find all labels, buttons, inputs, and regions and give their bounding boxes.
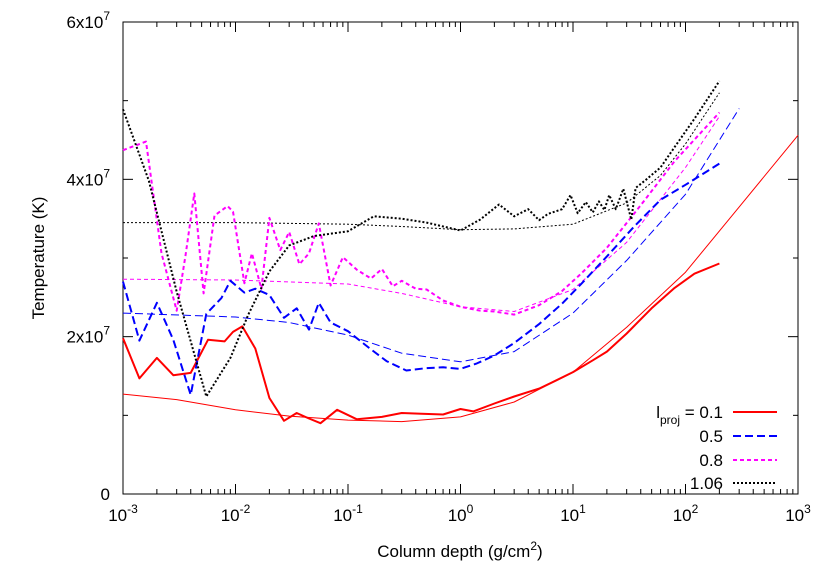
series-line-1.06 xyxy=(122,80,721,398)
x-tick-label: 103 xyxy=(785,502,811,525)
tick-labels: 10-3 10-2 10-1 100 101 102 103 0 2x107 4x107 6x107 xyxy=(66,9,811,525)
y-tick-label: 2x107 xyxy=(66,324,110,347)
x-tick-label: 10-1 xyxy=(333,502,363,525)
y-tick-label: 6x107 xyxy=(66,9,110,32)
series-line-0.5-fit xyxy=(122,108,740,363)
y-axis-label: Temperature (K) xyxy=(29,197,48,320)
series-line-0.1 xyxy=(122,262,720,425)
series-line-0.1-fit xyxy=(122,134,799,423)
series-line-0.5 xyxy=(122,162,720,396)
x-axis-label: Column depth (g/cm2) xyxy=(377,539,542,561)
series-line-0.8 xyxy=(122,111,721,316)
model-fits xyxy=(122,92,799,423)
y-tick-label: 0 xyxy=(101,485,110,504)
legend-label-0.8: 0.8 xyxy=(699,451,723,470)
tick-marks xyxy=(122,21,799,495)
legend-label-0.1: lproj = 0.1 xyxy=(656,403,723,427)
y-tick-label: 4x107 xyxy=(66,166,110,189)
x-tick-label: 102 xyxy=(673,502,699,525)
legend: lproj = 0.10.5 0.8 1.06 xyxy=(656,403,777,493)
legend-label-0.5: 0.5 xyxy=(699,427,723,446)
x-tick-label: 101 xyxy=(560,502,586,525)
series-line-1.06-fit xyxy=(123,92,720,231)
x-tick-label: 10-2 xyxy=(221,502,251,525)
legend-label-1.06: 1.06 xyxy=(690,474,723,493)
data-series xyxy=(122,80,721,425)
x-tick-label: 100 xyxy=(448,502,474,525)
x-tick-label: 10-3 xyxy=(108,502,138,525)
